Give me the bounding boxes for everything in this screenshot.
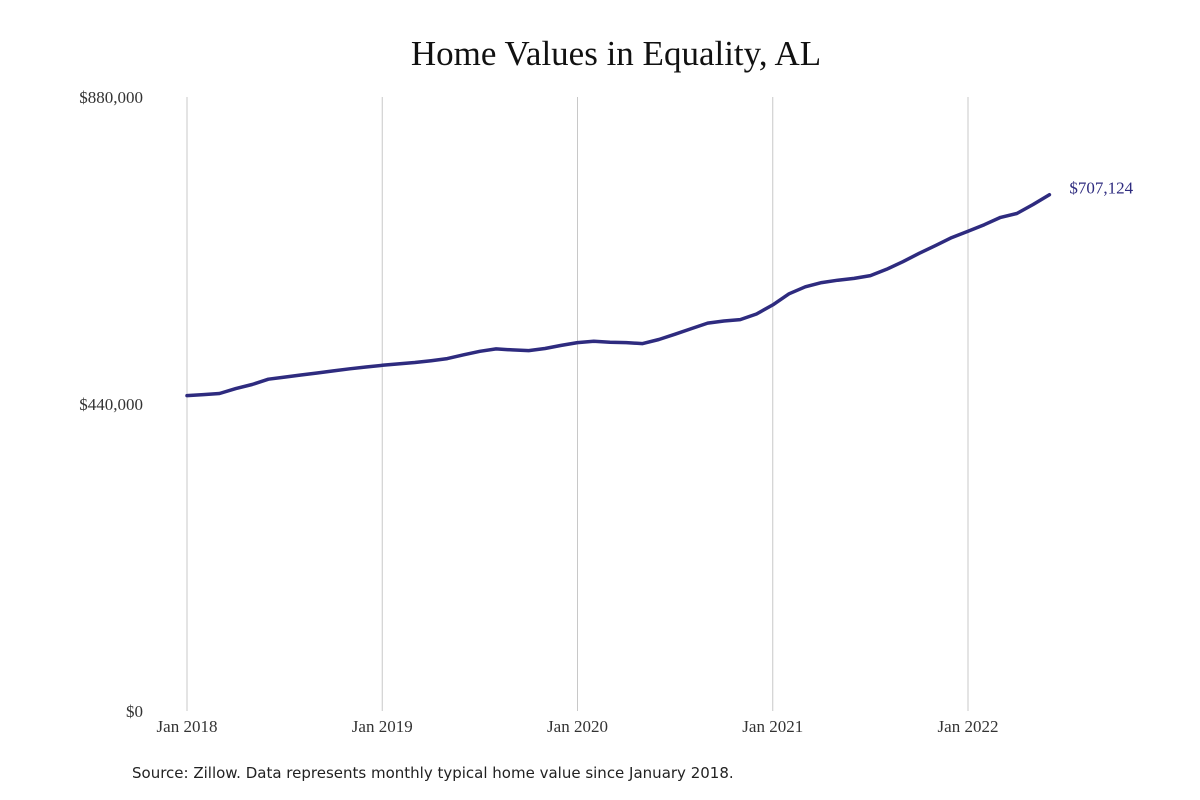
y-axis-ticks: $0 $440,000 $880,000 xyxy=(79,88,143,721)
y-tick-label-2: $880,000 xyxy=(79,88,143,107)
x-tick-label-4: Jan 2022 xyxy=(938,717,999,736)
end-value-label: $707,124 xyxy=(1069,179,1133,198)
series-line-0 xyxy=(185,192,1052,398)
series-layer xyxy=(185,192,1052,398)
y-tick-label-1: $440,000 xyxy=(79,395,143,414)
x-tick-label-3: Jan 2021 xyxy=(742,717,803,736)
y-tick-label-0: $0 xyxy=(126,702,143,721)
annotation-layer: $707,124 xyxy=(1069,179,1133,198)
source-note: Source: Zillow. Data represents monthly … xyxy=(132,764,734,782)
x-axis-ticks: Jan 2018 Jan 2019 Jan 2020 Jan 2021 Jan 2022 xyxy=(157,717,999,736)
grid-lines xyxy=(186,97,969,711)
x-tick-label-2: Jan 2020 xyxy=(547,717,608,736)
x-tick-label-0: Jan 2018 xyxy=(157,717,218,736)
x-tick-label-1: Jan 2019 xyxy=(352,717,413,736)
chart-title: Home Values in Equality, AL xyxy=(410,34,822,73)
